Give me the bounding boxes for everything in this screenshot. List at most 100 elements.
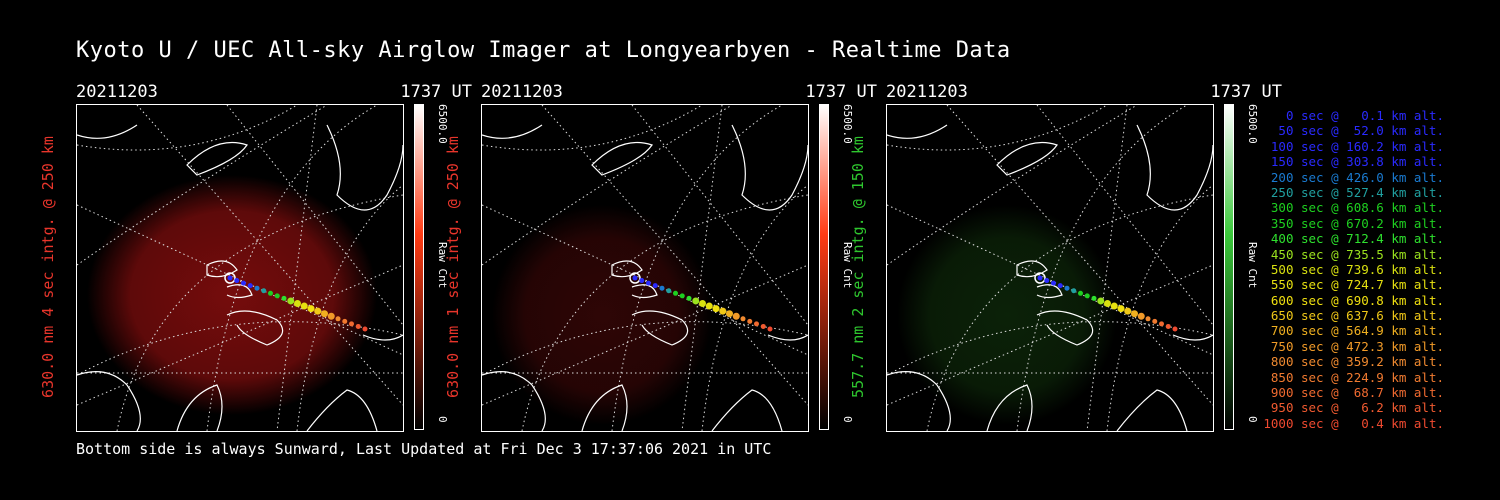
- airglow-emission: [492, 205, 712, 425]
- panel-wavelength-label: 630.0 nm 1 sec intg. @ 250 km: [444, 136, 462, 398]
- legend-row: 550 sec @ 724.7 km alt.: [1270, 277, 1444, 293]
- trajectory-point: [1097, 297, 1105, 305]
- trajectory-point: [719, 307, 727, 315]
- legend-row: 400 sec @ 712.4 km alt.: [1270, 231, 1444, 247]
- trajectory-point: [652, 283, 658, 289]
- trajectory-point: [754, 321, 759, 327]
- trajectory-point: [247, 283, 253, 289]
- colorbar-unit-label: Raw Cnt: [436, 242, 449, 289]
- trajectory-point: [234, 278, 240, 284]
- trajectory-point: [268, 290, 273, 296]
- trajectory-point: [227, 275, 233, 281]
- legend-row: 600 sec @ 690.8 km alt.: [1270, 292, 1444, 308]
- trajectory-point: [712, 305, 720, 313]
- coastline: [482, 124, 808, 431]
- panel-time: 1737 UT: [805, 82, 877, 102]
- legend-row: 50 sec @ 52.0 km alt.: [1278, 123, 1444, 139]
- legend-row: 450 sec @ 735.5 km alt.: [1270, 246, 1444, 262]
- panel-date: 20211203: [76, 82, 158, 102]
- trajectory-point: [1124, 307, 1132, 315]
- colorbar-min-label: 0: [436, 416, 449, 423]
- trajectory-point: [1057, 283, 1063, 289]
- page-title: Kyoto U / UEC All-sky Airglow Imager at …: [76, 38, 1011, 63]
- colorbar-max-label: 6500.0: [841, 104, 854, 144]
- trajectory-point: [254, 285, 260, 291]
- colorbar-max-label: 6500.0: [436, 104, 449, 144]
- trajectory-point: [1084, 293, 1090, 299]
- panel-time: 1737 UT: [1210, 82, 1282, 102]
- legend-row: 500 sec @ 739.6 km alt.: [1270, 261, 1444, 277]
- coastline: [887, 124, 1213, 431]
- trajectory-point: [760, 323, 766, 329]
- colorbar-unit-label: Raw Cnt: [841, 242, 854, 289]
- legend-row: 900 sec @ 68.7 km alt.: [1270, 385, 1444, 401]
- trajectory-point: [1071, 288, 1077, 294]
- all-sky-image: [76, 104, 404, 432]
- colorbar-max-label: 6500.0: [1246, 104, 1259, 144]
- trajectory-point: [726, 310, 733, 318]
- trajectory-point: [321, 310, 328, 318]
- airglow-emission: [87, 175, 377, 415]
- colorbar: [819, 104, 829, 430]
- trajectory-legend: 0 sec @ 0.1 km alt. 50 sec @ 52.0 km alt.…: [1262, 108, 1444, 431]
- trajectory-point: [699, 300, 706, 307]
- trajectory-point: [740, 316, 746, 322]
- legend-row: 650 sec @ 637.6 km alt.: [1270, 308, 1444, 324]
- legend-row: 1000 sec @ 0.4 km alt.: [1263, 415, 1444, 431]
- trajectory-point: [747, 318, 753, 324]
- colorbar: [1224, 104, 1234, 430]
- trajectory-point: [1104, 300, 1111, 307]
- trajectory-point: [1165, 323, 1171, 329]
- trajectory-point: [1064, 285, 1070, 291]
- legend-row: 800 sec @ 359.2 km alt.: [1270, 354, 1444, 370]
- trajectory-point: [1131, 310, 1138, 318]
- trajectory-point: [646, 280, 651, 286]
- legend-row: 200 sec @ 426.0 km alt.: [1270, 169, 1444, 185]
- trajectory-point: [686, 295, 692, 301]
- airglow-emission: [897, 205, 1117, 425]
- trajectory-point: [1159, 321, 1164, 327]
- panel-date: 20211203: [481, 82, 563, 102]
- colorbar-min-label: 0: [841, 416, 854, 423]
- trajectory-point: [335, 316, 341, 322]
- trajectory-point: [307, 305, 315, 313]
- colorbar-unit-label: Raw Cnt: [1246, 242, 1259, 289]
- panel-date: 20211203: [886, 82, 968, 102]
- trajectory-point: [1044, 278, 1050, 284]
- rocket-trajectory: [224, 272, 368, 332]
- trajectory-point: [281, 295, 287, 301]
- trajectory-point: [1117, 305, 1125, 313]
- imager-panel-2: 20211203 1737 UT 630.0 nm 1 sec intg. @ …: [444, 82, 881, 442]
- trajectory-point: [1172, 326, 1178, 332]
- trajectory-point: [767, 326, 773, 332]
- trajectory-point: [1078, 290, 1083, 296]
- legend-row: 750 sec @ 472.3 km alt.: [1270, 338, 1444, 354]
- trajectory-point: [1110, 302, 1118, 310]
- rocket-trajectory: [1034, 272, 1178, 332]
- trajectory-point: [342, 318, 348, 324]
- trajectory-point: [314, 307, 322, 315]
- trajectory-point: [692, 297, 700, 305]
- trajectory-point: [679, 293, 685, 299]
- panel-time: 1737 UT: [400, 82, 472, 102]
- panel-wavelength-label: 630.0 nm 4 sec intg. @ 250 km: [39, 136, 57, 398]
- trajectory-point: [632, 275, 638, 281]
- footer-status: Bottom side is always Sunward, Last Upda…: [76, 440, 772, 458]
- imager-panel-3: 20211203 1737 UT 557.7 nm 2 sec intg. @ …: [849, 82, 1286, 442]
- legend-row: 700 sec @ 564.9 km alt.: [1270, 323, 1444, 339]
- all-sky-image: [886, 104, 1214, 432]
- trajectory-point: [261, 288, 267, 294]
- trajectory-point: [673, 290, 678, 296]
- trajectory-point: [274, 293, 280, 299]
- trajectory-point: [639, 278, 645, 284]
- trajectory-point: [1145, 316, 1151, 322]
- imager-panel-1: 20211203 1737 UT 630.0 nm 4 sec intg. @ …: [39, 82, 476, 442]
- trajectory-point: [1037, 275, 1043, 281]
- legend-row: 150 sec @ 303.8 km alt.: [1270, 154, 1444, 170]
- legend-row: 300 sec @ 608.6 km alt.: [1270, 200, 1444, 216]
- legend-row: 250 sec @ 527.4 km alt.: [1270, 184, 1444, 200]
- colorbar: [414, 104, 424, 430]
- legend-row: 950 sec @ 6.2 km alt.: [1270, 400, 1444, 416]
- trajectory-point: [1051, 280, 1056, 286]
- all-sky-image: [481, 104, 809, 432]
